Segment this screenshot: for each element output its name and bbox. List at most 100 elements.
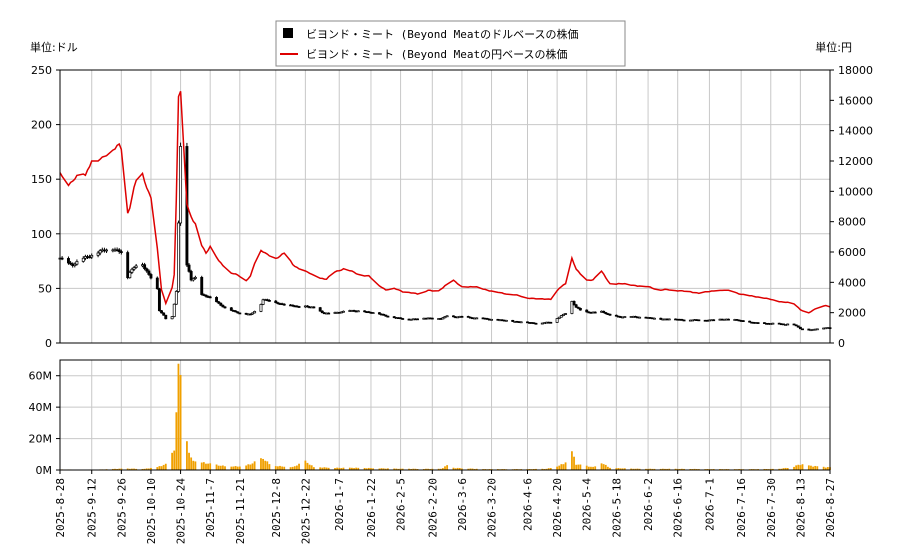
candle-body bbox=[741, 320, 745, 322]
volume-bar bbox=[131, 468, 133, 470]
volume-bar bbox=[410, 468, 413, 470]
candle-body bbox=[608, 313, 612, 316]
volume-bar bbox=[296, 465, 298, 470]
volume-bar bbox=[427, 468, 429, 470]
candle-body bbox=[174, 291, 178, 305]
x-tick-label: 2026-8-13 bbox=[794, 478, 807, 538]
volume-bar bbox=[202, 462, 205, 470]
volume-bar bbox=[645, 468, 647, 470]
candle-body bbox=[576, 306, 580, 309]
volume-bar bbox=[467, 468, 470, 470]
candle-body bbox=[798, 326, 802, 330]
x-tick-label: 2026-7-16 bbox=[735, 478, 748, 538]
candle-body bbox=[81, 257, 85, 262]
x-tick-label: 2026-3-20 bbox=[486, 478, 499, 538]
x-tick-label: 2026-5-4 bbox=[581, 478, 594, 531]
volume-bar bbox=[594, 466, 597, 470]
volume-bar bbox=[446, 465, 449, 470]
x-tick-label: 2026-2-5 bbox=[395, 478, 408, 531]
volume-bar bbox=[689, 468, 692, 470]
right-axis-ticks: 0 2000 4000 6000 8000 10000 12000 14000 16000 180… bbox=[830, 64, 873, 350]
volume-bar bbox=[245, 465, 248, 470]
volume-bar bbox=[219, 465, 222, 470]
volume-bar bbox=[177, 363, 180, 470]
volume-bar bbox=[441, 468, 444, 470]
candle-body bbox=[132, 267, 136, 270]
volume-bar bbox=[693, 468, 696, 470]
volume-bar bbox=[190, 457, 193, 470]
volume-bar bbox=[327, 467, 330, 470]
x-tick-label: 2026-7-30 bbox=[765, 478, 778, 538]
candle-body bbox=[105, 249, 108, 252]
candle-body bbox=[574, 304, 578, 308]
right-tick-label: 18000 bbox=[838, 64, 873, 77]
volume-bar bbox=[186, 441, 188, 470]
volume-bar bbox=[353, 468, 355, 470]
volume-bar bbox=[454, 468, 457, 470]
candle-body bbox=[117, 249, 121, 252]
volume-bar bbox=[283, 466, 286, 470]
candle-body bbox=[371, 312, 375, 314]
volume-bar bbox=[414, 468, 417, 470]
candle-body bbox=[200, 276, 204, 295]
volume-tick-label: 60M bbox=[29, 370, 53, 383]
x-axis-ticks: 2025-8-28 2025-9-12 2025-9-26 2025-10-10 202… bbox=[54, 470, 837, 544]
left-tick-label: 200 bbox=[31, 119, 52, 132]
volume-bar bbox=[207, 463, 209, 470]
volume-bar bbox=[769, 468, 772, 470]
candle-body bbox=[490, 318, 493, 321]
candle-body bbox=[267, 300, 271, 302]
candle-body bbox=[282, 303, 286, 306]
volume-bar bbox=[814, 465, 817, 470]
candle-body bbox=[504, 319, 508, 322]
candle-body bbox=[604, 312, 608, 315]
candle-body bbox=[555, 318, 559, 323]
volume-bar bbox=[175, 412, 178, 470]
volume-bar bbox=[541, 468, 544, 470]
volume-bar bbox=[560, 464, 563, 470]
volume-bar bbox=[638, 468, 641, 470]
volume-bar bbox=[340, 468, 343, 470]
candle-body bbox=[452, 315, 455, 318]
candle-body bbox=[119, 251, 123, 253]
candle-body bbox=[208, 296, 212, 299]
volume-bar bbox=[310, 465, 313, 470]
candle-body bbox=[73, 263, 77, 267]
x-tick-label: 2025-11-21 bbox=[234, 478, 247, 544]
candle-body bbox=[570, 301, 574, 314]
candle-body bbox=[134, 265, 138, 268]
volume-bar bbox=[323, 467, 326, 470]
candle-body bbox=[559, 315, 563, 318]
volume-bar bbox=[215, 464, 218, 470]
candle-body bbox=[291, 304, 295, 307]
volume-bar bbox=[668, 468, 671, 470]
candle-body bbox=[652, 317, 656, 320]
x-tick-label: 2026-4-20 bbox=[551, 478, 564, 538]
candle-body bbox=[160, 310, 163, 314]
volume-bar bbox=[653, 468, 656, 470]
volume-bar bbox=[562, 464, 565, 470]
candle-body bbox=[145, 268, 149, 272]
volume-bar bbox=[274, 466, 277, 470]
volume-bar bbox=[378, 468, 381, 470]
volume-bar bbox=[425, 468, 427, 470]
left-tick-label: 0 bbox=[45, 337, 52, 350]
volume-bar bbox=[547, 468, 550, 470]
volume-bar bbox=[179, 374, 182, 470]
volume-bar bbox=[264, 460, 267, 470]
volume-bar bbox=[224, 466, 226, 470]
volume-bar bbox=[128, 468, 131, 470]
volume-bar bbox=[473, 468, 476, 470]
volume-bar bbox=[812, 466, 814, 470]
volume-bar bbox=[412, 468, 415, 470]
left-tick-label: 250 bbox=[31, 64, 52, 77]
volume-bar bbox=[437, 468, 440, 470]
volume-bar bbox=[795, 465, 798, 470]
volume-bar bbox=[393, 468, 396, 470]
volume-bar bbox=[312, 467, 315, 470]
volume-bar bbox=[386, 468, 389, 470]
candle-body bbox=[712, 319, 716, 322]
candle-body bbox=[572, 301, 576, 306]
volume-bar bbox=[793, 466, 795, 470]
